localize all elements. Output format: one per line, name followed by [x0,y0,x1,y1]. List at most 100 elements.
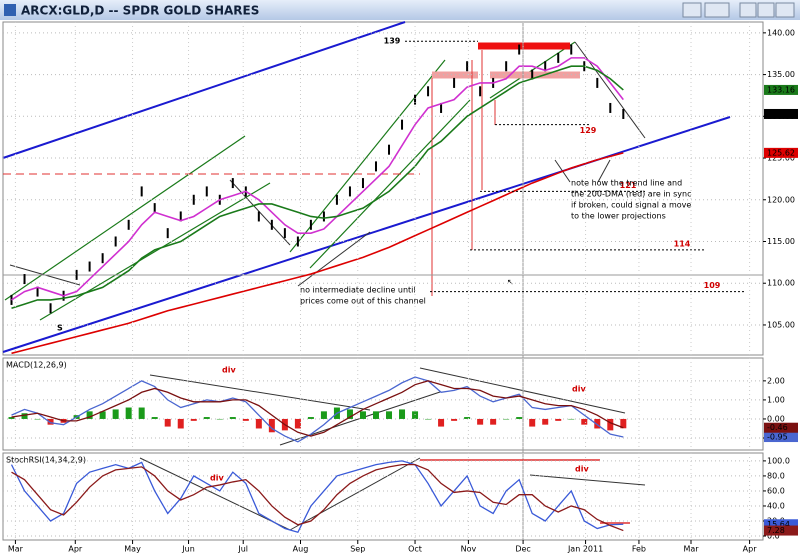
y-tick-label: 40.0 [767,501,785,510]
histogram-bar [372,411,379,419]
minimize-button[interactable] [739,2,757,18]
trend-line [139,457,291,531]
price-bar [231,178,234,189]
x-tick-label: Jan 2011 [567,545,603,554]
price-bar [153,203,156,214]
price-bar [557,52,560,63]
price-bar [374,161,377,172]
histogram-bar [620,418,627,429]
channel-line [4,135,246,301]
histogram-bar [203,417,210,419]
panel-title: MACD(12,26,9) [6,361,67,370]
value-badge-label: -0.46 [767,423,788,432]
price-bar [570,44,573,55]
x-tick-label: Dec [515,545,530,554]
histogram-bar [412,411,419,419]
value-badge [764,147,798,158]
value-badge [764,84,798,95]
trend-line [419,367,626,414]
histogram-bar [86,411,93,419]
histogram-bar [425,418,432,420]
price-bar [401,119,404,130]
histogram-bar [607,418,614,431]
title-bar [0,0,800,20]
price-bar [505,61,508,72]
histogram-bar [346,409,353,419]
y-tick-label: 140.00 [767,28,795,37]
price-bar [479,86,482,97]
value-badge-label: 130.28 [767,109,795,118]
price-bar [36,286,39,297]
histogram-bar [268,418,275,433]
window-icon [4,4,16,16]
projection-label: 139 [384,37,401,46]
projection-label: 121 [620,181,637,190]
panel-frame [2,21,764,356]
histogram-bar [581,418,588,425]
projection-label: 114 [674,239,691,248]
close-button[interactable] [775,2,795,18]
annotation-arrow [297,231,371,287]
histogram-bar [21,413,28,419]
histogram-bar [255,418,262,429]
window-buttons[interactable] [682,2,795,18]
histogram-bar [542,418,549,425]
x-tick-label: Apr [743,545,758,554]
x-tick-label: Oct [408,545,422,554]
histogram-bar [386,411,393,419]
histogram-bar [151,417,158,419]
y-tick-label: 0.00 [767,414,785,423]
y-tick-label: 60.0 [767,486,785,495]
x-tick-label: Nov [461,545,477,554]
annotation: S [57,324,63,333]
histogram-bar [112,409,119,419]
x-tick-label: Jul [237,545,248,554]
x-tick-label: Sep [350,545,365,554]
price-bar [23,274,26,285]
price-bar [114,236,117,247]
histogram-bar [177,418,184,429]
price-bar [309,219,312,230]
price-bar [427,86,430,97]
y-tick-label: 115.00 [767,237,795,246]
annotation: note how the trend line and [571,179,682,188]
price-bar [544,61,547,72]
histogram-bar [529,418,536,427]
annotation: div [575,465,589,474]
value-badge-label: 125.62 [767,148,795,157]
toolbar-button[interactable] [704,2,730,18]
histogram-bar [164,418,171,427]
histogram-bar [477,418,484,425]
series-line [11,65,624,310]
x-tick-label: May [124,545,141,554]
annotation: the 200-DMA (red) are in sync [571,190,692,199]
toolbar-button[interactable] [682,2,702,18]
price-bar [609,102,612,113]
x-tick-label: Mar [683,545,699,554]
projection-label: 129 [580,126,597,135]
maximize-button[interactable] [757,2,775,18]
histogram-bar [399,409,406,419]
panel-title: StochRSI(14,34,2,9) [6,456,86,465]
trend-line [529,474,646,486]
histogram-bar [138,407,145,419]
price-bar [322,211,325,222]
annotation: if broken, could signal a move [571,201,691,210]
value-badge-label: -0.95 [767,433,788,442]
channel-line [309,99,471,269]
histogram-bar [216,418,223,420]
histogram-bar [320,411,327,419]
channel-line [289,59,446,253]
y-tick-label: 0.0 [767,532,780,541]
price-bar [166,228,169,239]
x-tick-label: Mar [8,545,24,554]
price-bar [192,194,195,205]
histogram-bar [516,417,523,419]
series-line [10,460,624,534]
trend-lines [2,21,763,540]
value-badge [764,422,798,433]
price-bar [127,219,130,230]
mouse-cursor: ↖ [507,278,514,287]
